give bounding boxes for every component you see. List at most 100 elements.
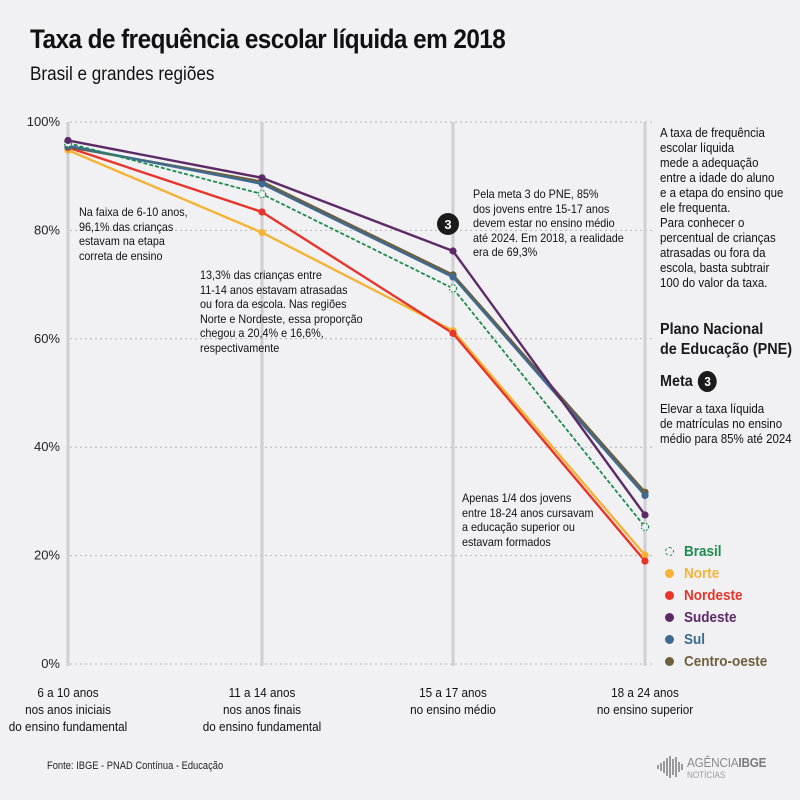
annotation-line: 11-14 anos estavam atrasadas xyxy=(200,282,348,297)
series-points xyxy=(63,136,650,565)
annotation-18-24: Apenas 1/4 dos jovens entre 18-24 anos c… xyxy=(462,491,593,549)
annotation-line: Na faixa de 6-10 anos, xyxy=(79,205,188,219)
pne-title-line: Plano Nacional xyxy=(660,321,764,338)
intro-line: escolar líquida xyxy=(660,141,735,155)
data-point-brasil xyxy=(257,189,267,199)
meta-3-badge: 3 xyxy=(437,213,459,235)
legend-marker-sudeste xyxy=(665,612,674,622)
logo-text: AGÊNCIAIBGE xyxy=(687,755,766,770)
intro-line: 100 do valor da taxa. xyxy=(660,276,768,290)
meta-text-line: médio para 85% até 2024 xyxy=(660,432,792,446)
annotation-line: chegou a 20,4% e 16,6%, xyxy=(200,326,324,340)
meta-text-line: de matrículas no ensino xyxy=(660,417,783,431)
pne-title: Plano Nacional de Educação (PNE) xyxy=(660,320,792,360)
annotation-11-14: 13,3% das crianças entre 11-14 anos esta… xyxy=(200,268,363,355)
annotation-line: respectivamente xyxy=(200,340,280,355)
x-label-line: 11 a 14 anos xyxy=(228,685,296,700)
data-point-sudeste xyxy=(641,511,649,519)
logo-bars-icon xyxy=(657,755,683,779)
legend-item-sul: Sul xyxy=(665,628,777,650)
annotation-line: devem estar no ensino médio xyxy=(473,216,615,230)
annotation-line: Apenas 1/4 dos jovens xyxy=(462,491,572,505)
meta-text: Elevar a taxa líquida de matrículas no e… xyxy=(660,402,792,447)
series-line-brasil xyxy=(67,142,646,528)
legend-label: Sul xyxy=(684,630,706,648)
annotation-line: era de 69,3% xyxy=(473,245,538,259)
series-lines xyxy=(67,139,646,562)
x-label-15-17: 15 a 17 anos no ensino médio xyxy=(372,684,534,718)
legend-label: Centro-oeste xyxy=(684,652,768,670)
x-label-18-24: 18 a 24 anos no ensino superior xyxy=(564,684,726,718)
legend-item-norte: Norte xyxy=(665,562,777,584)
y-tick-label: 20% xyxy=(34,548,60,563)
meta-label: Meta xyxy=(660,372,693,390)
annotation-line: Pela meta 3 do PNE, 85% xyxy=(473,187,599,201)
legend-marker-centro-oeste xyxy=(665,656,674,666)
annotation-line: Norte e Nordeste, essa proporção xyxy=(200,311,363,326)
meta-heading: Meta 3 xyxy=(660,371,718,392)
y-tick-label: 0% xyxy=(41,656,60,671)
annotation-15-17: Pela meta 3 do PNE, 85% dos jovens entre… xyxy=(473,187,624,260)
x-label-line: nos anos iniciais xyxy=(25,702,111,717)
x-label-6-10: 6 a 10 anos nos anos iniciais do ensino … xyxy=(0,684,149,735)
y-tick-label: 80% xyxy=(34,222,60,237)
legend-item-brasil: Brasil xyxy=(665,540,777,562)
annotation-line: correta de ensino xyxy=(79,248,163,263)
y-tick-label: 100% xyxy=(27,114,61,129)
legend-item-centro-oeste: Centro-oeste xyxy=(665,650,777,672)
series-line-nordeste xyxy=(67,146,646,562)
intro-line: A taxa de frequência xyxy=(660,126,765,140)
annotation-line: 13,3% das crianças entre xyxy=(200,268,322,282)
annotation-line: a educação superior ou xyxy=(462,520,575,534)
annotation-line: ou fora da escola. Nas regiões xyxy=(200,297,347,311)
series-line-sul xyxy=(67,144,646,497)
pne-title-line: de Educação (PNE) xyxy=(660,341,793,358)
x-label-line: nos anos finais xyxy=(222,702,302,717)
data-point-sul xyxy=(449,273,457,281)
data-point-brasil xyxy=(448,284,458,293)
legend-label: Norte xyxy=(684,564,720,582)
intro-line: entre a idade do aluno xyxy=(660,171,775,185)
logo-text-ibge: IBGE xyxy=(738,755,767,770)
meta-number-badge: 3 xyxy=(698,371,718,392)
legend: Brasil Norte Nordeste Sudeste Sul Centro… xyxy=(665,540,777,672)
legend-marker-norte xyxy=(665,568,674,578)
data-point-sudeste xyxy=(64,136,72,145)
intro-line: e a etapa do ensino que xyxy=(660,186,784,200)
agencia-ibge-logo: AGÊNCIAIBGE NOTÍCIAS xyxy=(657,755,775,780)
legend-label: Nordeste xyxy=(684,586,743,604)
data-point-sudeste xyxy=(258,174,266,182)
intro-line: ele frequenta. xyxy=(660,201,731,215)
data-point-brasil xyxy=(640,522,650,532)
data-point-sul xyxy=(641,491,649,500)
intro-line: mede a adequação xyxy=(660,156,759,170)
data-point-nordeste xyxy=(258,208,266,216)
chart-subtitle: Brasil e grandes regiões xyxy=(30,64,215,85)
x-label-line: do ensino fundamental xyxy=(8,719,128,734)
series-line-norte xyxy=(67,149,646,556)
legend-label: Sudeste xyxy=(684,608,737,626)
intro-line: Para conhecer o xyxy=(660,216,745,230)
legend-marker-nordeste xyxy=(665,590,674,600)
chart-title: Taxa de frequência escolar líquida em 20… xyxy=(30,24,506,54)
x-label-11-14: 11 a 14 anos nos anos finais do ensino f… xyxy=(181,684,343,735)
x-label-line: 18 a 24 anos xyxy=(611,685,679,700)
data-point-sudeste xyxy=(449,247,457,255)
legend-marker-brasil xyxy=(665,546,674,556)
annotation-line: estavam formados xyxy=(462,534,551,549)
logo-text-agencia: AGÊNCIA xyxy=(687,755,739,770)
x-label-line: no ensino superior xyxy=(596,702,694,717)
legend-item-sudeste: Sudeste xyxy=(665,606,777,628)
x-label-line: 6 a 10 anos xyxy=(37,685,99,700)
annotation-line: até 2024. Em 2018, a realidade xyxy=(473,230,624,245)
annotation-line: estavam na etapa xyxy=(79,234,165,248)
legend-item-nordeste: Nordeste xyxy=(665,584,777,606)
annotation-line: dos jovens entre 15-17 anos xyxy=(473,201,610,216)
intro-line: percentual de crianças xyxy=(660,231,776,245)
x-label-line: no ensino médio xyxy=(410,702,496,717)
y-axis-ticks: 0% 20% 40% 60% 80% 100% xyxy=(27,114,61,671)
data-point-nordeste xyxy=(641,557,649,565)
y-tick-label: 60% xyxy=(34,331,60,346)
data-point-sul xyxy=(258,180,266,188)
